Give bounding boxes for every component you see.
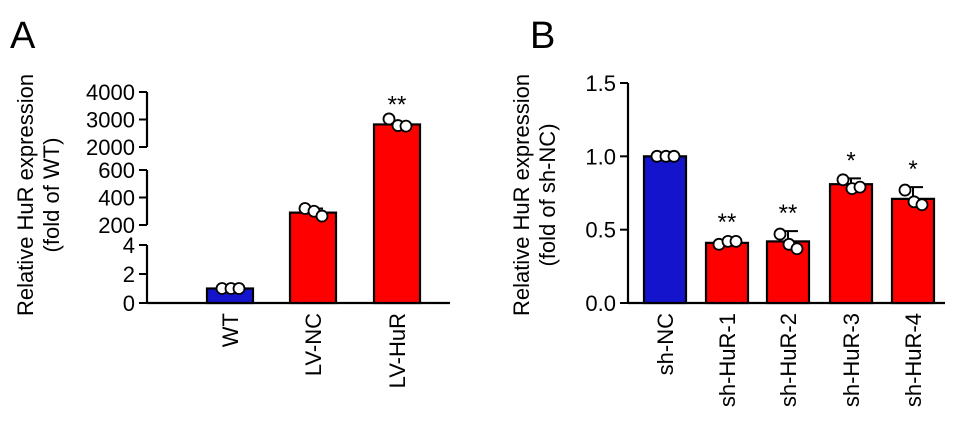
panel-b-significance-marker: **	[779, 200, 798, 227]
panel-b-y-axis-label-line-2: (fold of sh-NC)	[535, 123, 560, 266]
panel-b-bar	[704, 241, 750, 305]
panel-a-data-point	[399, 119, 413, 133]
panel-a-y-axis-label-line-2: (fold of WT)	[39, 138, 64, 253]
panel-a-y-tick-label: 3000	[86, 108, 135, 133]
panel-b-data-point	[790, 242, 804, 256]
panel-b-bar	[828, 183, 874, 305]
panel-a-y-tick-label: 2000	[86, 135, 135, 160]
panel-b-y-tick-label: 1.0	[585, 144, 616, 169]
panel-b-y-axis-label: Relative HuR expression (fold of sh-NC)	[509, 74, 560, 316]
panel-a-y-tick-label: 4000	[86, 80, 135, 105]
panel-a-data-point	[382, 112, 396, 126]
panel-b-data-point	[898, 183, 912, 197]
panel-a-y-axis-label: Relative HuR expression (fold of WT)	[13, 74, 64, 316]
panel-a-bar	[288, 211, 338, 305]
panel-b-data-point	[667, 149, 681, 163]
panel-b-y-tick-label: 0.5	[585, 218, 616, 243]
panel-b: B Relative HuR expression (fold of sh-NC…	[509, 15, 945, 407]
panel-a-significance-marker: **	[388, 91, 407, 118]
panel-b-x-tick-label: sh-HuR-1	[715, 313, 740, 407]
panel-b-x-tick-label: sh-HuR-4	[901, 313, 926, 407]
panel-b-data-point	[915, 198, 929, 212]
panel-b-y-tick-label: 1.5	[585, 71, 616, 96]
panel-a-data-point	[315, 209, 329, 223]
panel-a-y-tick-label: 2	[123, 262, 135, 287]
panel-b-significance-marker: *	[908, 156, 917, 183]
panel-a-x-tick-label: LV-NC	[301, 313, 326, 376]
panel-a-y-axis-label-line-1: Relative HuR expression	[13, 74, 38, 316]
panel-b-data-point	[853, 180, 867, 194]
panel-b-data-point	[773, 227, 787, 241]
panel-b-x-tick-label: sh-NC	[653, 313, 678, 375]
panel-b-plot: 0.0 0.5 1.0 1.5 sh-NC ** sh-HuR-1 ** sh-HuR-2 * sh…	[585, 71, 945, 407]
panel-b-y-tick-label: 0.0	[585, 291, 616, 316]
panel-b-significance-marker: **	[718, 209, 737, 236]
panel-a-bar	[372, 123, 422, 305]
panel-a-y-tick-label: 200	[98, 213, 135, 238]
panel-b-y-axis-label-line-1: Relative HuR expression	[509, 74, 534, 316]
panel-a-y-tick-label: 0	[123, 291, 135, 316]
panel-a-data-point	[232, 282, 246, 295]
panel-b-label: B	[530, 15, 555, 57]
panel-a-label: A	[10, 15, 36, 57]
panel-a-y-tick-label: 600	[98, 158, 135, 183]
panel-a-x-tick-label: WT	[218, 313, 243, 347]
panel-b-x-tick-label: sh-HuR-2	[776, 313, 801, 407]
panel-b-x-tick-label: sh-HuR-3	[839, 313, 864, 407]
panel-b-bar	[642, 155, 688, 305]
panel-b-data-point	[836, 173, 850, 187]
panel-a: A Relative HuR expression (fold of WT) 0…	[10, 15, 450, 388]
panel-a-x-tick-label: LV-HuR	[385, 313, 410, 388]
panel-a-y-tick-label: 4	[123, 233, 135, 258]
panel-b-significance-marker: *	[846, 147, 855, 174]
panel-b-bar	[890, 197, 936, 305]
panel-b-data-point	[729, 234, 743, 248]
panel-a-y-tick-label: 400	[98, 186, 135, 211]
